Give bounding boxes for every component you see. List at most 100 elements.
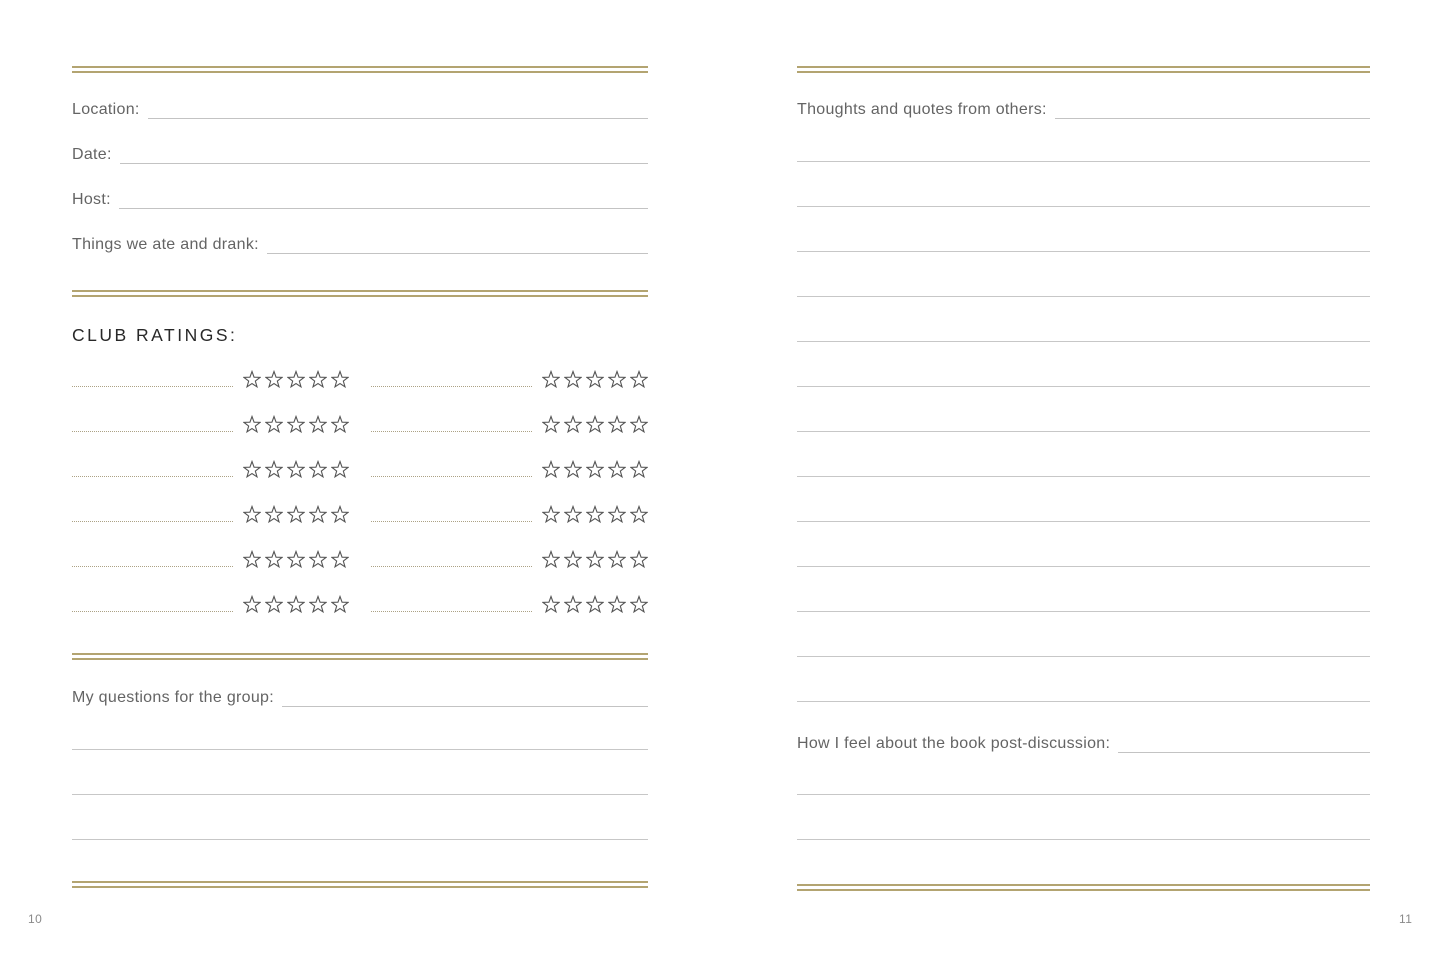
rating-name-line <box>371 595 532 612</box>
writing-line <box>72 705 648 750</box>
gold-divider-above-ratings <box>72 290 648 297</box>
star-icon <box>608 505 626 524</box>
star-rating <box>243 550 349 569</box>
page-number-left: 10 <box>28 912 43 926</box>
rating-name-line <box>371 460 532 477</box>
rating-row <box>72 414 648 434</box>
rating-cell <box>72 594 349 614</box>
host-write-line <box>118 191 648 209</box>
star-icon <box>542 415 560 434</box>
star-icon <box>265 550 283 569</box>
star-icon <box>608 460 626 479</box>
rating-cell <box>371 549 648 569</box>
rating-row <box>72 369 648 389</box>
star-icon <box>265 370 283 389</box>
star-icon <box>331 415 349 434</box>
star-icon <box>243 505 261 524</box>
star-rating <box>243 370 349 389</box>
star-rating <box>243 505 349 524</box>
star-rating <box>243 460 349 479</box>
rating-cell <box>72 504 349 524</box>
club-ratings-heading: CLUB RATINGS: <box>72 325 238 345</box>
date-write-line <box>119 146 648 164</box>
writing-line <box>797 477 1370 522</box>
rating-name-line <box>72 370 233 387</box>
star-icon <box>630 460 648 479</box>
star-icon <box>564 505 582 524</box>
star-icon <box>542 370 560 389</box>
gold-divider-bottom-right <box>797 884 1370 891</box>
writing-line <box>797 432 1370 477</box>
star-icon <box>243 460 261 479</box>
star-rating <box>542 505 648 524</box>
thoughts-label: Thoughts and quotes from others: <box>797 101 1047 118</box>
rating-cell <box>371 594 648 614</box>
star-icon <box>265 460 283 479</box>
post-discussion-field: How I feel about the book post-discussio… <box>797 734 1370 753</box>
food-drink-label: Things we ate and drank: <box>72 236 259 253</box>
post-discussion-write-line <box>1118 735 1370 753</box>
star-rating <box>542 595 648 614</box>
star-icon <box>243 550 261 569</box>
star-icon <box>287 415 305 434</box>
rating-name-line <box>72 595 233 612</box>
questions-label: My questions for the group: <box>72 689 274 706</box>
page-number-right: 11 <box>1399 912 1413 926</box>
writing-line <box>797 612 1370 657</box>
rating-row <box>72 459 648 479</box>
star-icon <box>243 415 261 434</box>
star-icon <box>331 370 349 389</box>
rating-row <box>72 549 648 569</box>
star-icon <box>542 460 560 479</box>
star-icon <box>309 595 327 614</box>
star-icon <box>586 460 604 479</box>
writing-line <box>797 750 1370 795</box>
star-icon <box>287 460 305 479</box>
writing-line <box>797 342 1370 387</box>
star-icon <box>586 505 604 524</box>
rating-name-line <box>371 370 532 387</box>
writing-line <box>797 117 1370 162</box>
star-icon <box>586 550 604 569</box>
location-write-line <box>147 101 648 119</box>
star-icon <box>287 550 305 569</box>
host-field: Host: <box>72 190 648 209</box>
writing-line <box>797 207 1370 252</box>
star-icon <box>564 595 582 614</box>
star-icon <box>309 460 327 479</box>
page-left: Location: Date: Host: Things we ate and … <box>72 0 648 964</box>
rating-row <box>72 504 648 524</box>
star-icon <box>586 595 604 614</box>
rating-cell <box>371 369 648 389</box>
writing-line <box>797 297 1370 342</box>
writing-line <box>797 252 1370 297</box>
star-rating <box>542 460 648 479</box>
rating-cell <box>371 504 648 524</box>
writing-line <box>797 387 1370 432</box>
writing-line <box>797 567 1370 612</box>
gold-divider-top-right <box>797 66 1370 73</box>
star-icon <box>608 370 626 389</box>
page-right: Thoughts and quotes from others: How I f… <box>797 0 1370 964</box>
club-ratings-grid <box>72 369 648 639</box>
star-icon <box>287 595 305 614</box>
location-field: Location: <box>72 100 648 119</box>
star-icon <box>630 370 648 389</box>
star-icon <box>608 550 626 569</box>
rating-name-line <box>371 550 532 567</box>
rating-cell <box>371 459 648 479</box>
star-icon <box>309 505 327 524</box>
gold-divider-top-left <box>72 66 648 73</box>
writing-line <box>797 657 1370 702</box>
rating-name-line <box>371 415 532 432</box>
star-icon <box>243 595 261 614</box>
writing-line <box>797 162 1370 207</box>
gold-divider-below-ratings <box>72 653 648 660</box>
post-discussion-label: How I feel about the book post-discussio… <box>797 735 1111 752</box>
star-rating <box>542 370 648 389</box>
star-icon <box>309 415 327 434</box>
rating-name-line <box>72 415 233 432</box>
food-drink-write-line <box>266 236 648 254</box>
star-rating <box>542 415 648 434</box>
star-icon <box>331 595 349 614</box>
